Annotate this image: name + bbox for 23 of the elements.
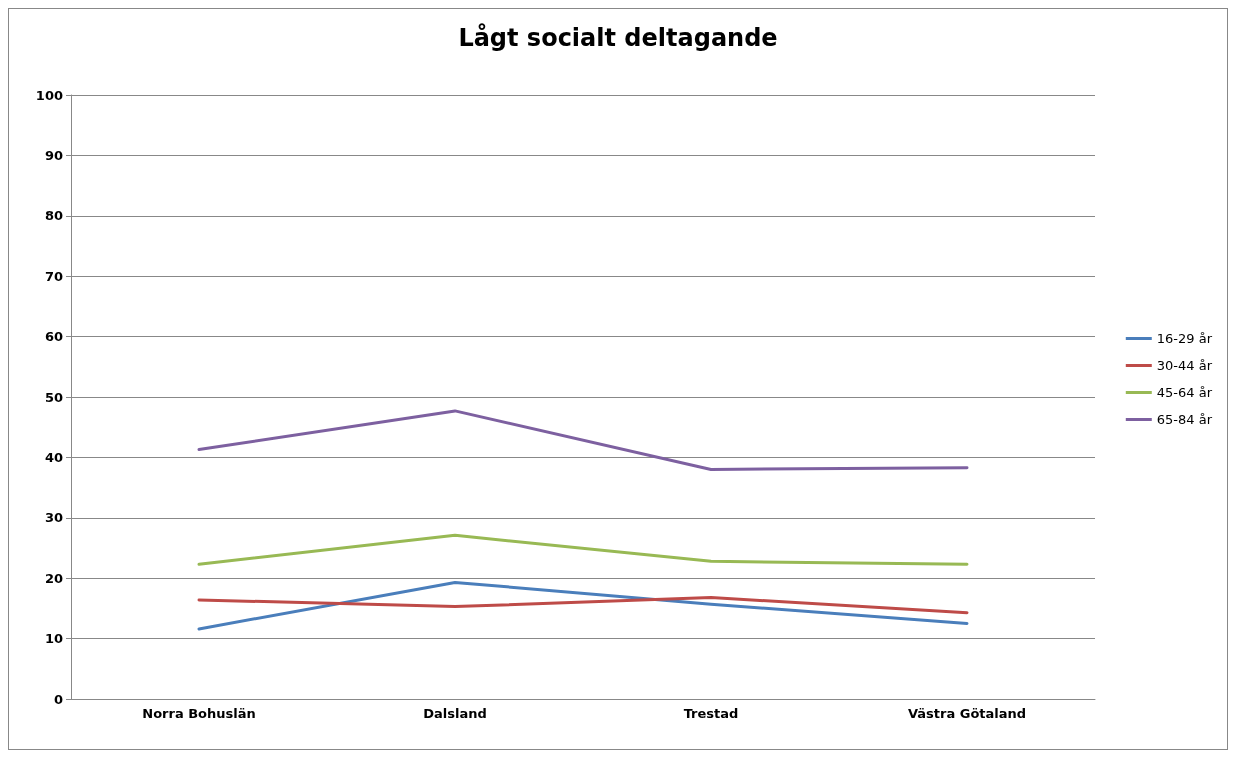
legend-label: 30-44 år bbox=[1156, 358, 1213, 373]
x-tick-label: Norra Bohuslän bbox=[142, 706, 256, 721]
y-tick-label: 30 bbox=[44, 510, 63, 526]
y-tick-label: 50 bbox=[44, 389, 63, 405]
legend-label: 45-64 år bbox=[1156, 385, 1213, 400]
line-series bbox=[197, 409, 969, 471]
x-tick-label: Västra Götaland bbox=[907, 706, 1027, 721]
line-series bbox=[197, 580, 969, 631]
y-tick-label: 10 bbox=[44, 631, 63, 647]
y-tick-label: 20 bbox=[44, 570, 63, 586]
legend-label: 16-29 år bbox=[1156, 331, 1213, 346]
y-tick-label: 100 bbox=[35, 87, 63, 103]
line-series bbox=[197, 596, 969, 615]
y-tick-label: 90 bbox=[44, 147, 63, 163]
y-tick-label: 0 bbox=[53, 691, 63, 707]
legend-label: 65-84 år bbox=[1156, 412, 1213, 427]
x-tick-label: Dalsland bbox=[423, 706, 487, 721]
y-tick-label: 80 bbox=[44, 208, 63, 224]
y-tick-label: 70 bbox=[44, 268, 63, 284]
y-tick-label: 60 bbox=[44, 329, 63, 345]
x-tick-label: Trestad bbox=[683, 706, 739, 721]
y-tick-label: 40 bbox=[44, 449, 63, 465]
chart-title: Lågt socialt deltagande bbox=[458, 23, 778, 52]
